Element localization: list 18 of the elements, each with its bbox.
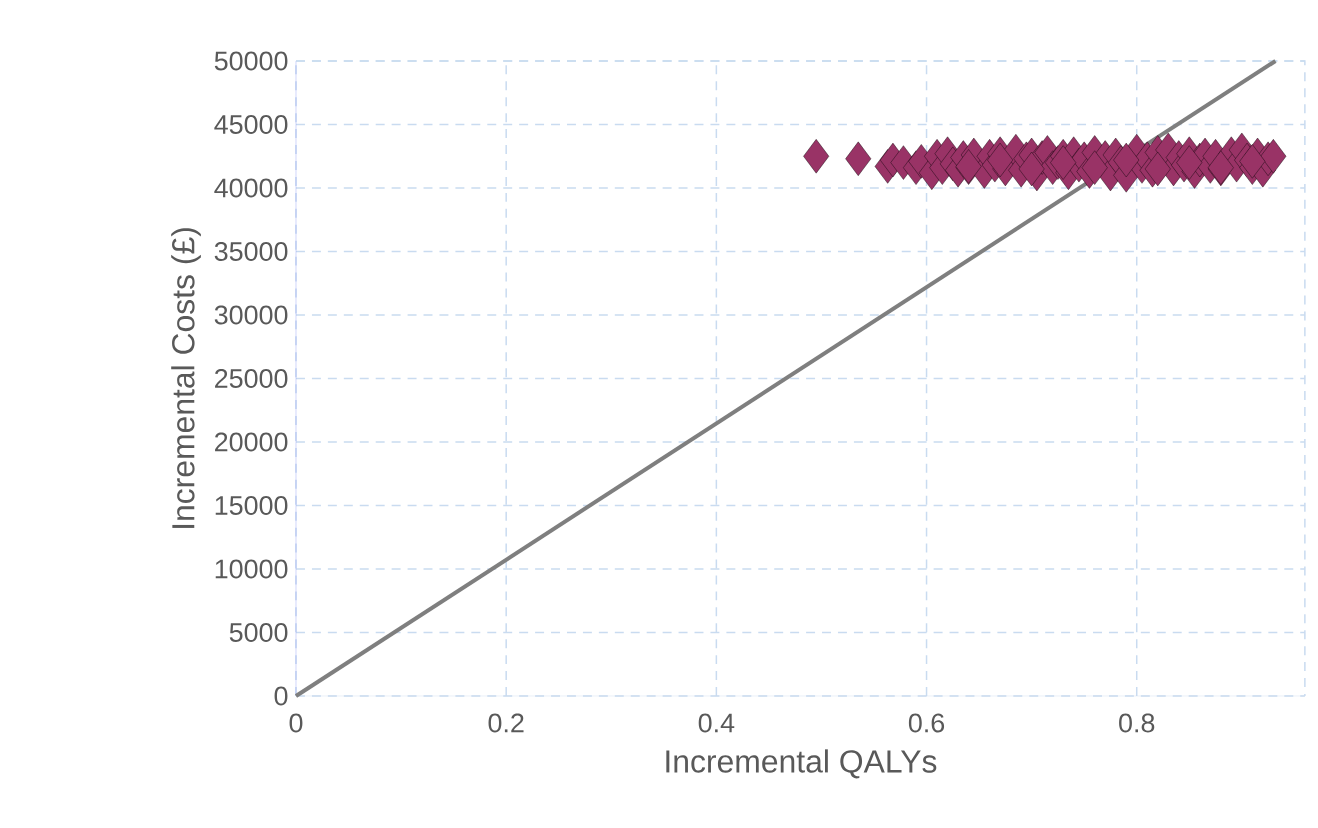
y-tick-label: 40000 <box>214 178 288 198</box>
x-tick-label: 0.2 <box>488 713 524 733</box>
y-tick-label: 15000 <box>215 495 288 516</box>
y-tick-label: 0 <box>274 686 288 706</box>
x-tick-label: 0.8 <box>1119 713 1155 733</box>
y-tick-label: 5000 <box>229 622 288 643</box>
y-axis-title: Incremental Costs (£) <box>171 228 201 528</box>
y-tick-label: 20000 <box>215 432 288 452</box>
x-tick-label: 0.4 <box>698 713 735 733</box>
x-axis-title: Incremental QALYs <box>666 749 937 779</box>
y-tick-label: 10000 <box>215 559 288 579</box>
x-tick-label: 0 <box>289 713 303 733</box>
y-tick-label: 30000 <box>214 305 288 325</box>
y-tick-label: 50000 <box>214 51 288 71</box>
y-tick-label: 35000 <box>214 241 288 262</box>
y-tick-label: 45000 <box>214 114 288 135</box>
x-tick-label: 0.6 <box>908 713 945 733</box>
y-tick-label: 25000 <box>215 368 288 389</box>
